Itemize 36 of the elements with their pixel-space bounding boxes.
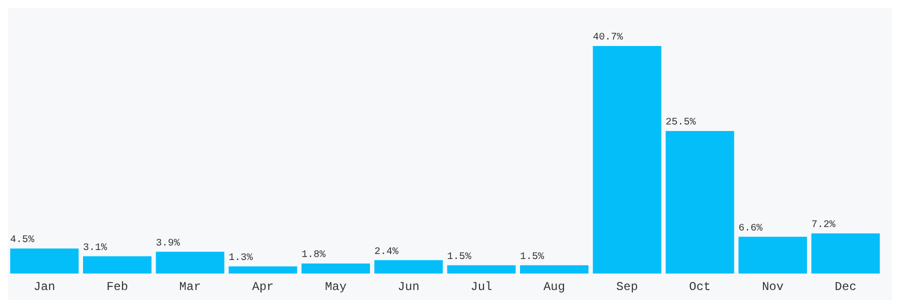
- x-tick-label: Apr: [252, 280, 274, 294]
- data-label: 6.6%: [738, 223, 763, 234]
- data-label: 3.9%: [156, 238, 180, 250]
- x-tick-label: Feb: [106, 280, 128, 294]
- bar: [83, 256, 152, 274]
- data-label: 7.2%: [811, 220, 836, 231]
- data-label: 1.8%: [302, 250, 326, 262]
- x-tick-label: Dec: [834, 280, 856, 294]
- data-label: 1.3%: [228, 252, 253, 264]
- x-tick-label: Oct: [689, 280, 711, 294]
- data-label: 25.5%: [666, 118, 696, 129]
- bar: [738, 236, 807, 274]
- bar: [666, 131, 734, 274]
- x-tick-label: Jun: [398, 280, 420, 294]
- x-tick-label: Jan: [34, 280, 56, 294]
- x-tick-label: Jul: [470, 280, 492, 294]
- bar: [228, 266, 298, 274]
- bar: [156, 252, 224, 274]
- bar: [811, 233, 880, 274]
- data-label: 4.5%: [10, 235, 34, 246]
- data-label: 1.5%: [520, 252, 544, 263]
- data-label: 1.5%: [447, 252, 472, 263]
- bar: [520, 265, 588, 274]
- bar: [374, 260, 443, 274]
- bar: [447, 265, 516, 274]
- x-tick-label: May: [324, 280, 347, 294]
- data-label: 3.1%: [83, 242, 108, 254]
- data-label: 40.7%: [592, 32, 623, 44]
- bar: [10, 248, 79, 274]
- x-tick-label: Nov: [762, 280, 784, 294]
- bar: [592, 46, 662, 274]
- bar: [302, 264, 370, 274]
- x-tick-label: Aug: [543, 280, 566, 294]
- x-tick-label: Mar: [179, 280, 201, 294]
- data-label: 2.4%: [374, 246, 398, 258]
- x-tick-label: Sep: [616, 280, 638, 294]
